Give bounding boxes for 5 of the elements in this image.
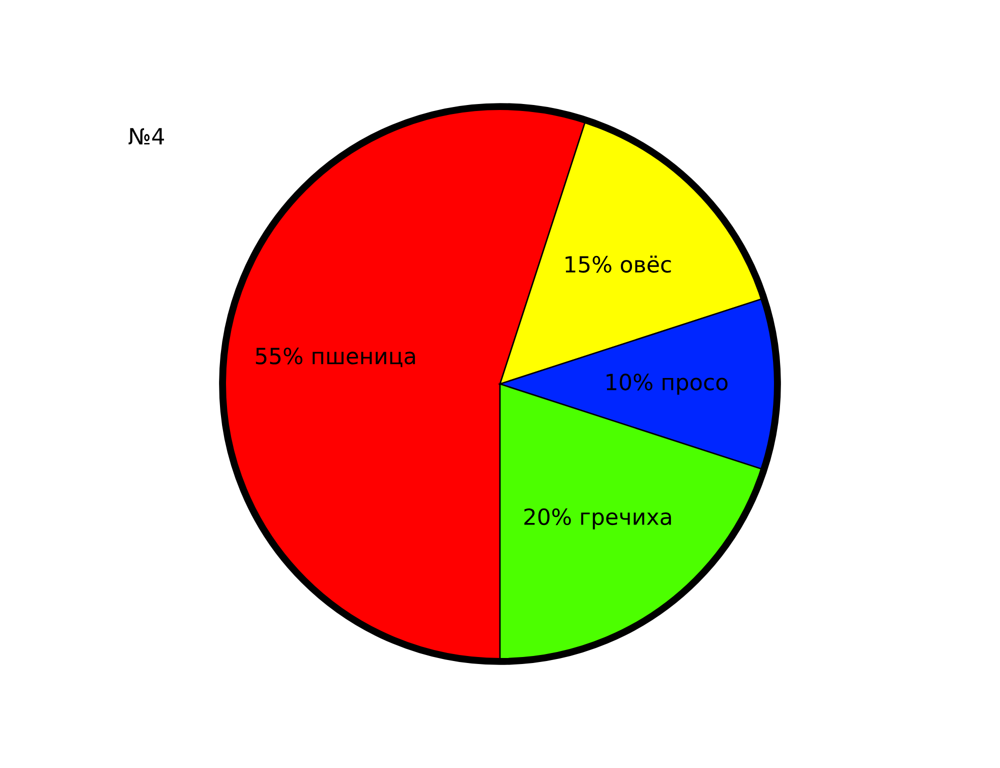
slice-label: 55% пшеница — [256, 348, 415, 368]
text: №4 — [128, 128, 164, 144]
slice-label: 15% овёс — [566, 256, 671, 273]
slice-label: 20% гречиха — [524, 508, 671, 530]
slice-label: 10% просо — [606, 374, 728, 395]
